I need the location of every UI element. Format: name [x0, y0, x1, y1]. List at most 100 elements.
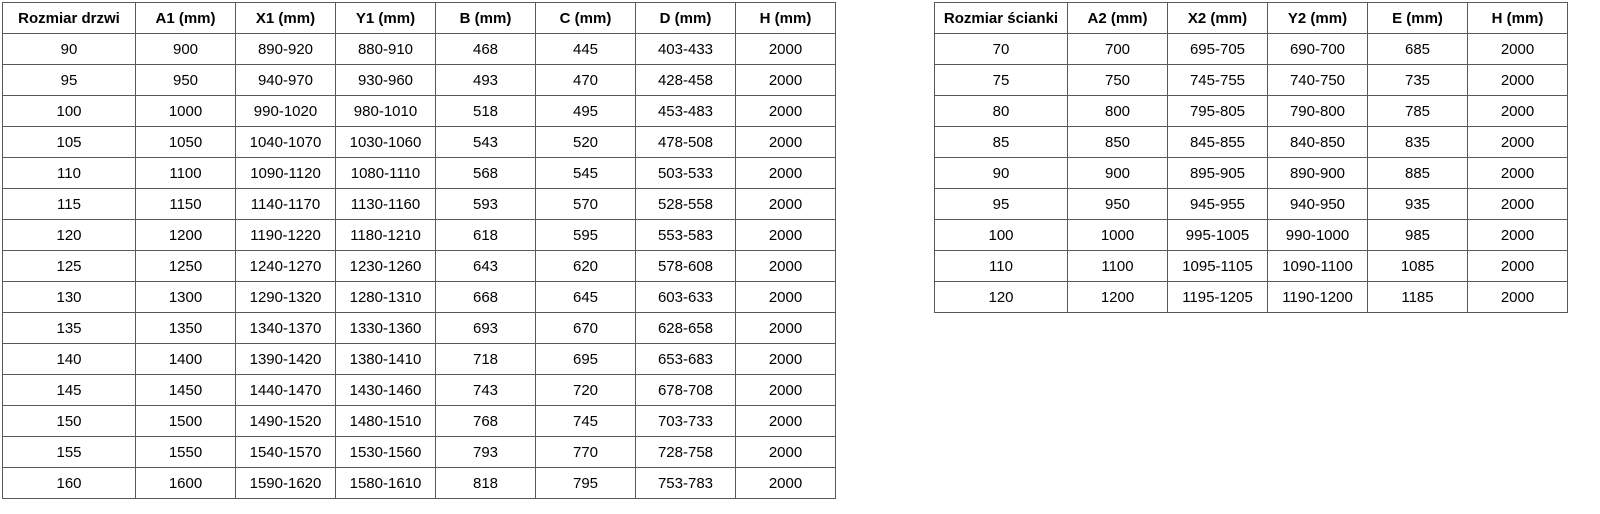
table-cell: 628-658: [635, 312, 736, 344]
table-cell: 125: [2, 250, 136, 282]
table-cell: 110: [2, 157, 136, 189]
table-cell: 2000: [735, 219, 836, 251]
table-cell: 553-583: [635, 219, 736, 251]
table-cell: 1190-1200: [1267, 281, 1368, 313]
table-row: 110 1100 1090-1120 1080-1110 568 545 503-533 20…: [2, 157, 836, 189]
table-cell: 1200: [135, 219, 236, 251]
column-header: H (mm): [1467, 2, 1568, 34]
table-cell: 1330-1360: [335, 312, 436, 344]
table-cell: 850: [1067, 126, 1168, 158]
table-cell: 1490-1520: [235, 405, 336, 437]
table-cell: 2000: [735, 95, 836, 127]
table-cell: 643: [435, 250, 536, 282]
table-cell: 1000: [1067, 219, 1168, 251]
table-cell: 753-783: [635, 467, 736, 499]
table-cell: 2000: [735, 436, 836, 468]
table-cell: 493: [435, 64, 536, 96]
table-cell: 995-1005: [1167, 219, 1268, 251]
table-cell: 745: [535, 405, 636, 437]
table-cell: 770: [535, 436, 636, 468]
table-cell: 518: [435, 95, 536, 127]
table-cell: 110: [934, 250, 1068, 282]
table-cell: 695: [535, 343, 636, 375]
table-cell: 950: [135, 64, 236, 96]
table-cell: 1580-1610: [335, 467, 436, 499]
table-cell: 2000: [735, 64, 836, 96]
table-cell: 1085: [1367, 250, 1468, 282]
table-cell: 1030-1060: [335, 126, 436, 158]
table-row: 150 1500 1490-1520 1480-1510 768 745 703-733 20…: [2, 405, 836, 437]
column-header: H (mm): [735, 2, 836, 34]
table-cell: 1050: [135, 126, 236, 158]
table-row: 80 800 795-805 790-800 785 2000: [934, 95, 1568, 127]
door-size-table: Rozmiar drzwi A1 (mm) X1 (mm) Y1 (mm) B (mm)…: [2, 2, 836, 499]
table-cell: 2000: [735, 312, 836, 344]
table-cell: 1190-1220: [235, 219, 336, 251]
table-row: 125 1250 1240-1270 1230-1260 643 620 578-608 20…: [2, 250, 836, 282]
table-cell: 1200: [1067, 281, 1168, 313]
table-cell: 950: [1067, 188, 1168, 220]
table-cell: 2000: [1467, 250, 1568, 282]
table-cell: 120: [2, 219, 136, 251]
table-cell: 793: [435, 436, 536, 468]
table-row: 160 1600 1590-1620 1580-1610 818 795 753-783 20…: [2, 467, 836, 499]
table-cell: 100: [934, 219, 1068, 251]
table-cell: 620: [535, 250, 636, 282]
table-cell: 445: [535, 33, 636, 65]
table-cell: 678-708: [635, 374, 736, 406]
table-cell: 1095-1105: [1167, 250, 1268, 282]
table-cell: 618: [435, 219, 536, 251]
table-row: 85 850 845-855 840-850 835 2000: [934, 126, 1568, 158]
table-cell: 528-558: [635, 188, 736, 220]
table-cell: 2000: [735, 157, 836, 189]
table-cell: 603-633: [635, 281, 736, 313]
table-row: 100 1000 990-1020 980-1010 518 495 453-483 2000: [2, 95, 836, 127]
table-cell: 2000: [1467, 157, 1568, 189]
table-cell: 2000: [735, 33, 836, 65]
table-cell: 2000: [735, 374, 836, 406]
table-cell: 895-905: [1167, 157, 1268, 189]
table-cell: 1240-1270: [235, 250, 336, 282]
table-row: 120 1200 1190-1220 1180-1210 618 595 553-583 20…: [2, 219, 836, 251]
table-cell: 695-705: [1167, 33, 1268, 65]
table-cell: 75: [934, 64, 1068, 96]
table-cell: 800: [1067, 95, 1168, 127]
table-cell: 2000: [1467, 95, 1568, 127]
table-cell: 685: [1367, 33, 1468, 65]
table-cell: 703-733: [635, 405, 736, 437]
table-cell: 1090-1120: [235, 157, 336, 189]
table-cell: 593: [435, 188, 536, 220]
table-cell: 1280-1310: [335, 281, 436, 313]
table-cell: 900: [135, 33, 236, 65]
table-cell: 85: [934, 126, 1068, 158]
table-cell: 2000: [1467, 64, 1568, 96]
table-cell: 693: [435, 312, 536, 344]
table-cell: 1000: [135, 95, 236, 127]
table-cell: 115: [2, 188, 136, 220]
table-cell: 470: [535, 64, 636, 96]
column-header: X1 (mm): [235, 2, 336, 34]
table-cell: 1230-1260: [335, 250, 436, 282]
table-cell: 735: [1367, 64, 1468, 96]
table-cell: 890-900: [1267, 157, 1368, 189]
table-cell: 940-970: [235, 64, 336, 96]
table-row: 95 950 945-955 940-950 935 2000: [934, 188, 1568, 220]
column-header: A2 (mm): [1067, 2, 1168, 34]
table-cell: 2000: [1467, 188, 1568, 220]
table-row: 90 900 890-920 880-910 468 445 403-433 2000: [2, 33, 836, 65]
table-cell: 750: [1067, 64, 1168, 96]
table-cell: 105: [2, 126, 136, 158]
table-cell: 670: [535, 312, 636, 344]
table-cell: 880-910: [335, 33, 436, 65]
table-cell: 985: [1367, 219, 1468, 251]
table-cell: 930-960: [335, 64, 436, 96]
table-cell: 1350: [135, 312, 236, 344]
table-cell: 990-1020: [235, 95, 336, 127]
table-cell: 403-433: [635, 33, 736, 65]
table-cell: 568: [435, 157, 536, 189]
table-cell: 728-758: [635, 436, 736, 468]
table-cell: 1440-1470: [235, 374, 336, 406]
table-cell: 1530-1560: [335, 436, 436, 468]
table-cell: 1150: [135, 188, 236, 220]
